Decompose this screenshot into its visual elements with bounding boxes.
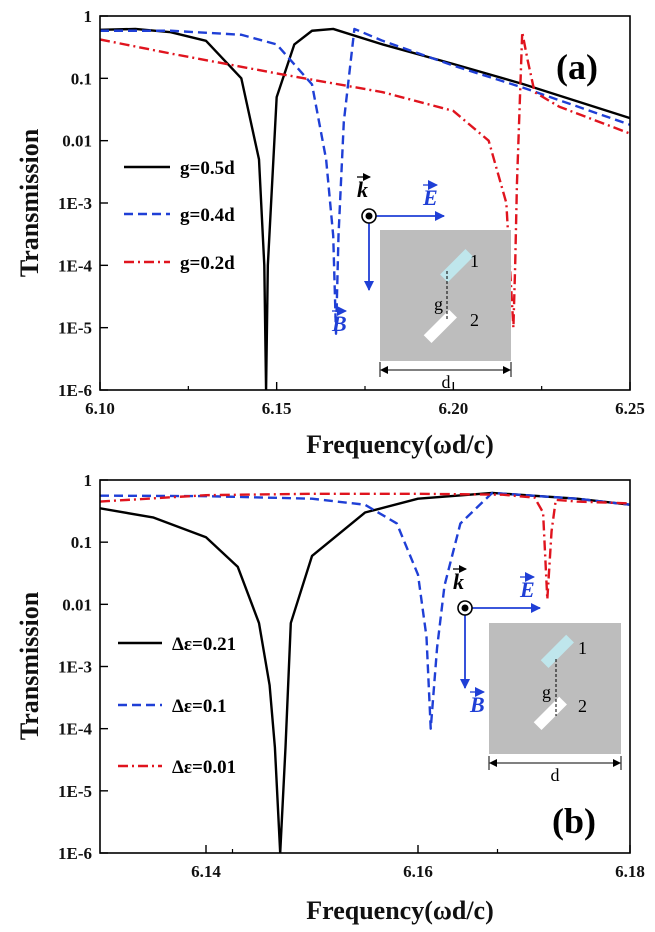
field-vectors-a: k E B xyxy=(331,173,445,336)
field-vectors-b: k E B xyxy=(453,565,541,717)
inset-unit-cell-a xyxy=(380,230,511,361)
legend-label-a-2: g=0.2d xyxy=(180,253,235,274)
x-tick-label-b-0: 6.14 xyxy=(191,862,221,881)
series-layer-b xyxy=(100,491,630,853)
y-tick-label-b-4: 1E-4 xyxy=(58,720,93,739)
inset-period-label-a: d xyxy=(442,372,451,392)
k-vector-label-b: k xyxy=(453,569,464,594)
series-line-b-0 xyxy=(100,491,630,853)
axes-frame-a xyxy=(99,15,631,391)
y-tick-label-a-1: 0.1 xyxy=(71,69,92,88)
legend-label-b-2: Δε=0.01 xyxy=(172,757,236,778)
y-axis-label-b: Transmission xyxy=(15,591,44,740)
legend-b: Δε=0.21 Δε=0.1 Δε=0.01 xyxy=(118,634,236,778)
legend-label-a-1: g=0.4d xyxy=(180,205,235,226)
inset-gap-label-a: g xyxy=(434,294,443,314)
y-tick-label-b-5: 1E-5 xyxy=(58,782,92,801)
x-tick-label-a-0: 6.10 xyxy=(85,399,115,418)
legend-a: g=0.5d g=0.4d g=0.2d xyxy=(124,158,235,274)
x-tick-label-a-2: 6.20 xyxy=(438,399,468,418)
inset-period-label-b: d xyxy=(551,765,560,785)
inset-rod-2-a xyxy=(423,309,457,343)
k-vector-center-a xyxy=(365,212,373,220)
y-tick-label-b-1: 0.1 xyxy=(71,533,92,552)
legend-label-b-1: Δε=0.1 xyxy=(172,696,227,717)
inset-rod-1-a xyxy=(440,249,474,283)
y-tick-label-b-2: 0.01 xyxy=(62,595,92,614)
inset-b: g 1 2 d xyxy=(488,623,622,785)
y-tick-label-a-3: 1E-3 xyxy=(58,194,92,213)
inset-rod-2-label-b: 2 xyxy=(578,696,587,716)
chart-panel-a: 6.10 6.15 6.20 6.25 1 0.1 0.01 1E-3 1E-4 1E-5 1E-6… xyxy=(15,7,645,459)
k-vector-label-a: k xyxy=(357,177,368,202)
k-vector-center-b xyxy=(461,604,469,612)
series-line-a-0 xyxy=(100,27,630,390)
series-layer-a xyxy=(100,27,630,390)
inset-gap-label-b: g xyxy=(542,682,551,702)
inset-rod-2-b xyxy=(533,696,567,730)
ticks-b: 6.14 6.16 6.18 1 0.1 0.01 1E-3 1E-4 1E-5 1E-6 xyxy=(58,471,645,881)
y-tick-label-b-3: 1E-3 xyxy=(58,658,92,677)
x-axis-label-b: Frequency(ωd/c) xyxy=(306,896,494,925)
y-tick-label-a-6: 1E-6 xyxy=(58,381,92,400)
e-field-label-b: E xyxy=(519,577,535,602)
ticks-a: 6.10 6.15 6.20 6.25 1 0.1 0.01 1E-3 1E-4 1E-5 1E-6 xyxy=(58,7,645,418)
e-field-label-a: E xyxy=(422,185,438,210)
panel-label-a: (a) xyxy=(556,47,598,87)
series-line-b-2 xyxy=(100,492,630,601)
y-tick-label-a-5: 1E-5 xyxy=(58,319,92,338)
x-tick-label-b-2: 6.18 xyxy=(615,862,645,881)
y-tick-label-b-0: 1 xyxy=(84,471,93,490)
series-line-a-1 xyxy=(100,27,630,335)
y-tick-label-a-4: 1E-4 xyxy=(58,256,93,275)
y-tick-label-a-2: 0.01 xyxy=(62,132,92,151)
legend-label-b-0: Δε=0.21 xyxy=(172,634,236,655)
y-tick-label-a-0: 1 xyxy=(84,7,93,26)
b-field-label-a: B xyxy=(331,311,347,336)
x-axis-label-a: Frequency(ωd/c) xyxy=(306,430,494,459)
b-field-label-b: B xyxy=(469,692,485,717)
series-line-b-1 xyxy=(100,491,630,730)
y-axis-label-a: Transmission xyxy=(15,128,44,277)
inset-rod-2-label-a: 2 xyxy=(470,310,479,330)
chart-panel-b: 6.14 6.16 6.18 1 0.1 0.01 1E-3 1E-4 1E-5 1E-6 Fre… xyxy=(15,471,645,925)
series-line-a-2 xyxy=(100,30,630,329)
x-tick-label-a-1: 6.15 xyxy=(262,399,292,418)
y-tick-label-b-6: 1E-6 xyxy=(58,844,92,863)
inset-rod-1-b xyxy=(540,634,574,668)
inset-rod-1-label-a: 1 xyxy=(470,251,479,271)
x-tick-label-b-1: 6.16 xyxy=(403,862,433,881)
panel-label-b: (b) xyxy=(552,801,596,841)
x-tick-label-a-3: 6.25 xyxy=(615,399,645,418)
inset-unit-cell-b xyxy=(489,623,621,754)
inset-rod-1-label-b: 1 xyxy=(578,638,587,658)
inset-a: g 1 2 d xyxy=(379,230,512,392)
legend-label-a-0: g=0.5d xyxy=(180,158,235,179)
